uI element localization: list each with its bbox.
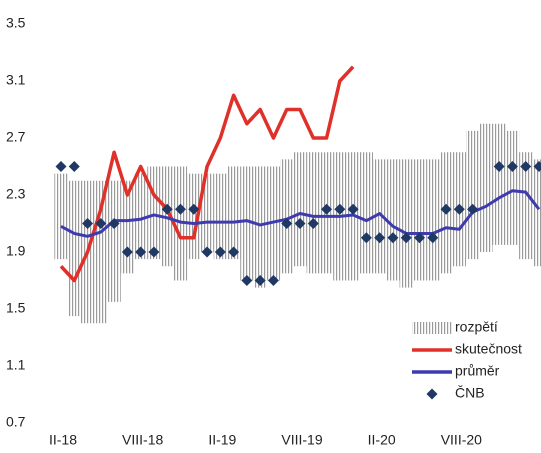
- range-band: [147, 166, 161, 260]
- legend-label: průměr: [455, 363, 500, 379]
- range-band: [107, 180, 121, 302]
- x-tick-label: II-19: [208, 432, 236, 448]
- series-line: [60, 189, 541, 238]
- range-band: [280, 159, 294, 274]
- range-band: [359, 152, 374, 274]
- y-tick-label: 1.1: [6, 357, 26, 373]
- marker: [281, 218, 293, 229]
- range-band: [253, 166, 267, 288]
- marker: [267, 275, 279, 286]
- legend-label: skutečnost: [455, 341, 522, 357]
- range-band: [532, 159, 541, 267]
- marker: [427, 232, 439, 244]
- x-tick-label: VIII-19: [281, 432, 322, 448]
- marker: [68, 161, 80, 172]
- marker: [228, 246, 240, 258]
- marker: [400, 232, 412, 244]
- legend-label: ČNB: [455, 385, 485, 401]
- marker: [135, 246, 147, 258]
- marker: [334, 203, 346, 215]
- marker: [108, 218, 120, 229]
- marker: [387, 232, 399, 244]
- range-band: [306, 152, 320, 274]
- marker: [175, 203, 186, 215]
- x-tick-label: VIII-20: [441, 432, 482, 448]
- range-band: [67, 180, 81, 317]
- x-tick-label: VIII-18: [122, 432, 163, 448]
- y-tick-label: 3.1: [6, 72, 26, 88]
- marker: [347, 203, 359, 215]
- range-band: [505, 130, 520, 245]
- range-band: [479, 123, 493, 252]
- marker: [440, 203, 452, 215]
- range-band: [465, 130, 480, 260]
- legend-swatch: [412, 322, 452, 334]
- series-line: [59, 65, 355, 283]
- marker: [533, 161, 541, 172]
- range-band: [240, 166, 254, 281]
- range-band: [399, 159, 413, 288]
- marker: [414, 232, 425, 244]
- range-band: [412, 159, 427, 281]
- marker: [121, 246, 133, 258]
- legend-label: rozpětí: [455, 319, 498, 335]
- marker: [161, 203, 173, 215]
- range-band: [293, 152, 307, 267]
- marker: [148, 246, 160, 258]
- marker: [201, 246, 213, 258]
- y-tick-label: 1.9: [6, 243, 26, 259]
- marker: [241, 275, 253, 286]
- range-band: [373, 159, 387, 274]
- marker: [82, 218, 94, 229]
- marker: [374, 232, 386, 244]
- legend-swatch: [426, 388, 438, 400]
- marker: [307, 218, 319, 229]
- marker: [467, 203, 479, 215]
- x-tick-label: II-18: [49, 432, 77, 448]
- y-tick-label: 2.3: [6, 186, 26, 202]
- marker: [506, 161, 518, 172]
- y-tick-label: 2.7: [6, 129, 26, 145]
- marker: [214, 246, 226, 258]
- marker: [95, 218, 107, 229]
- marker: [360, 232, 372, 244]
- range-band: [54, 173, 68, 260]
- range-band: [519, 152, 533, 260]
- marker: [321, 203, 333, 215]
- y-tick-label: 0.7: [6, 414, 26, 430]
- marker: [254, 275, 266, 286]
- marker: [188, 203, 200, 215]
- range-band: [386, 159, 400, 281]
- marker: [493, 161, 505, 172]
- marker: [55, 161, 67, 172]
- range-band: [492, 123, 506, 245]
- marker: [520, 161, 532, 172]
- marker: [453, 203, 465, 215]
- marker: [294, 218, 306, 229]
- range-band: [226, 166, 241, 260]
- range-band: [134, 173, 148, 260]
- range-band: [213, 173, 227, 260]
- y-tick-label: 1.5: [6, 300, 26, 316]
- x-tick-label: II-20: [368, 432, 396, 448]
- range-band: [426, 159, 440, 281]
- y-tick-label: 3.5: [6, 15, 26, 31]
